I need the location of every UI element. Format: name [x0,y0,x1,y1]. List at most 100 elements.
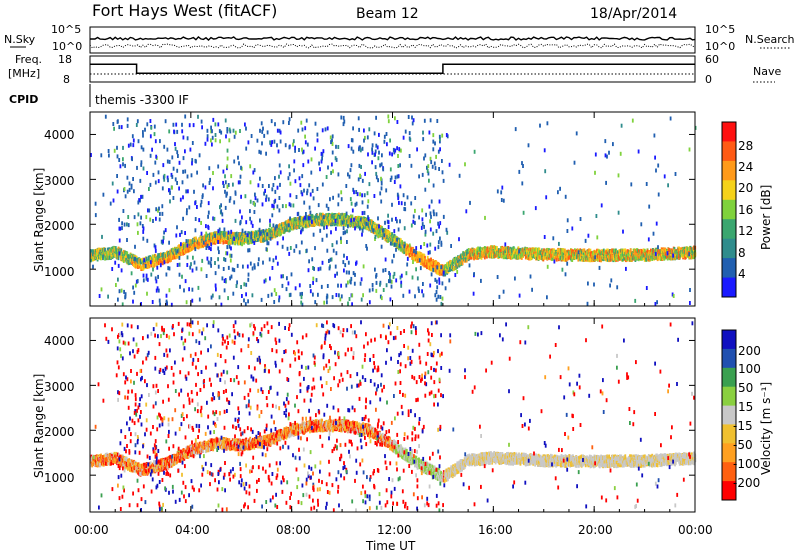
power-cell [419,255,422,260]
power-cell [303,200,306,205]
power-cell [562,252,565,257]
power-cell [117,256,120,261]
power-cell [598,258,601,263]
power-cell [424,229,427,234]
power-cell [440,301,443,306]
power-cell [366,246,368,251]
power-cell [435,229,438,234]
power-cell [470,255,473,260]
power-cell [375,171,378,176]
power-cell [154,276,157,281]
power-cell [257,257,260,262]
power-cell [312,196,315,201]
power-cell [115,283,117,287]
power-cell [286,220,289,225]
power-cell [579,257,582,262]
power-cell [321,222,323,227]
power-cell [289,227,291,232]
power-cell [247,272,250,277]
power-cell [629,248,632,253]
power-cell [227,265,230,270]
power-cell [171,155,174,160]
power-cell [688,250,691,255]
power-cell [399,184,402,189]
power-cell [434,246,437,251]
power-cell [121,226,123,231]
power-cell [546,295,548,300]
power-cell [656,251,658,256]
power-cell [141,258,143,263]
power-cell [263,133,266,138]
power-cell [143,258,146,263]
power-cell [408,154,411,158]
power-cell [223,288,226,293]
power-cell [468,263,471,268]
power-cell [517,254,520,259]
power-cell [377,156,380,161]
power-cell [424,153,427,158]
power-cell [179,284,181,289]
power-cell [360,277,363,282]
power-cell [386,235,389,239]
power-cell [465,209,468,214]
power-cell [416,147,418,152]
power-cell [148,264,151,269]
power-cell [215,287,217,292]
power-cell [267,293,270,298]
power-cell [660,257,662,261]
power-cell [427,250,430,255]
power-cell [364,135,366,140]
power-cell [329,197,331,202]
power-cell [278,295,281,300]
power-cell [563,257,566,262]
power-cell [238,161,240,166]
power-cell [154,253,157,258]
power-cell [535,247,538,252]
power-cell [355,190,358,194]
power-cell [381,225,383,230]
power-cell [295,195,298,199]
power-cell [422,260,425,265]
power-cell [211,135,214,140]
power-cell [126,123,129,128]
power-cell [207,214,209,219]
power-cell [557,248,559,253]
power-cell [174,146,177,151]
power-cell [161,204,164,209]
power-cell [449,266,451,271]
power-cell [379,225,382,230]
power-cell [587,281,589,286]
power-cell [151,300,154,304]
power-cell [500,246,502,251]
power-cell [94,201,97,206]
power-cell [205,224,207,229]
power-cell [399,247,402,252]
power-cell [624,248,627,253]
freq-tick-bottom: 8 [63,73,70,86]
power-cell [250,134,253,138]
power-cell [207,236,209,241]
power-cell [543,148,546,153]
power-cell [226,184,229,189]
power-cell [178,262,181,267]
power-cell [260,229,263,234]
power-cell [388,279,390,284]
power-cell [486,246,489,251]
power-cell [236,280,238,285]
power-cell [271,213,274,218]
power-cell [122,258,125,263]
power-cell [260,238,262,243]
power-cell [380,181,383,186]
power-cell [90,258,92,263]
power-cell [461,254,464,259]
power-cell [336,271,338,276]
power-cell [356,192,359,197]
power-cell [102,256,104,261]
power-cell [539,123,541,128]
power-cell [366,191,369,196]
power-cell [367,199,370,204]
power-cell [361,146,364,151]
power-cell [155,207,158,212]
power-cell [351,214,354,219]
power-cell [124,194,127,199]
